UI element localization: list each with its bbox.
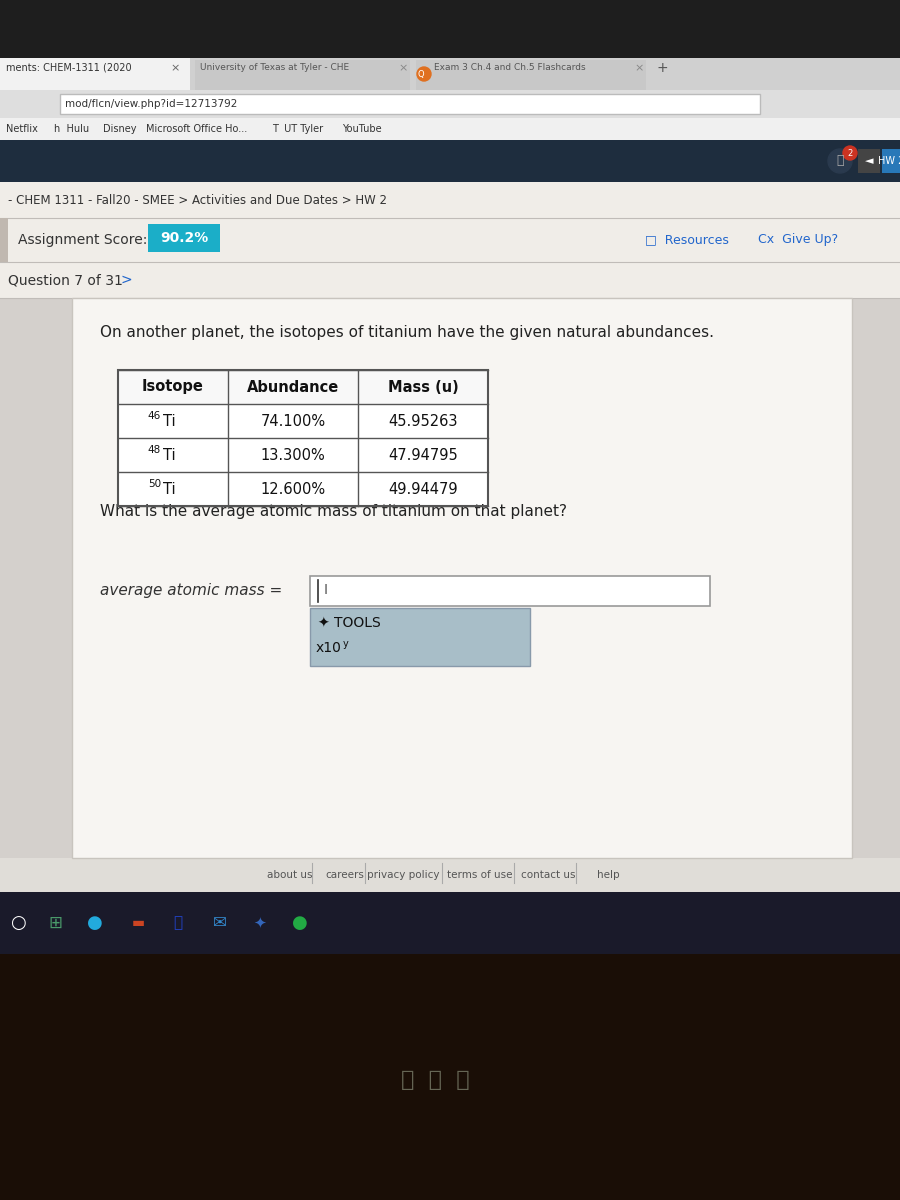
Text: terms of use: terms of use: [447, 870, 513, 880]
Bar: [310, 608, 530, 666]
Text: Assignment Score:: Assignment Score:: [18, 233, 148, 247]
Text: ments: CHEM-1311 (2020: ments: CHEM-1311 (2020: [6, 62, 131, 73]
Text: about us: about us: [267, 870, 313, 880]
Text: average atomic mass =: average atomic mass =: [100, 582, 283, 598]
Text: ▬: ▬: [131, 916, 145, 930]
Text: Netflix: Netflix: [6, 124, 38, 134]
Bar: [0, 90, 900, 118]
Bar: [0, 58, 190, 90]
Text: 🔔: 🔔: [836, 155, 844, 168]
Text: ✦ TOOLS: ✦ TOOLS: [318, 617, 381, 631]
Text: ●: ●: [87, 914, 103, 932]
Bar: [0, 262, 900, 298]
Text: □  Resources: □ Resources: [645, 234, 729, 246]
Text: Disney: Disney: [103, 124, 136, 134]
Bar: [118, 438, 488, 472]
Text: University of Texas at Tyler - CHE: University of Texas at Tyler - CHE: [200, 64, 349, 72]
Circle shape: [417, 67, 431, 80]
Text: 46: 46: [148, 410, 161, 421]
Text: 48: 48: [148, 445, 161, 455]
Text: 13.300%: 13.300%: [261, 448, 326, 462]
Bar: [0, 182, 900, 1082]
Text: ⬛: ⬛: [174, 916, 183, 930]
Text: careers: careers: [326, 870, 365, 880]
Text: 𝄀  𝄁  𝄂: 𝄀 𝄁 𝄂: [400, 1070, 469, 1090]
Bar: [118, 404, 488, 438]
Bar: [882, 149, 900, 173]
Text: ●: ●: [292, 914, 308, 932]
Text: Cx  Give Up?: Cx Give Up?: [758, 234, 838, 246]
Text: T  UT Tyler: T UT Tyler: [273, 124, 323, 134]
Text: I: I: [324, 583, 328, 596]
Text: ×: ×: [634, 62, 643, 73]
Text: mod/flcn/view.php?id=12713792: mod/flcn/view.php?id=12713792: [65, 98, 238, 109]
Text: ⊞: ⊞: [48, 914, 62, 932]
Bar: [0, 218, 900, 262]
Text: Mass (u): Mass (u): [388, 379, 458, 395]
Bar: [0, 954, 900, 1200]
Bar: [72, 298, 852, 858]
Text: h  Hulu: h Hulu: [54, 124, 89, 134]
Text: Abundance: Abundance: [247, 379, 339, 395]
Text: On another planet, the isotopes of titanium have the given natural abundances.: On another planet, the isotopes of titan…: [100, 325, 714, 340]
Text: ○: ○: [10, 914, 26, 932]
Text: ×: ×: [398, 62, 408, 73]
Text: ◄: ◄: [865, 156, 873, 166]
Text: 47.94795: 47.94795: [388, 448, 458, 462]
Text: 90.2%: 90.2%: [160, 230, 208, 245]
Bar: [118, 370, 488, 506]
Text: 50: 50: [148, 479, 161, 490]
Text: What is the average atomic mass of titanium on that planet?: What is the average atomic mass of titan…: [100, 504, 567, 518]
Text: privacy policy: privacy policy: [367, 870, 439, 880]
Text: x10: x10: [316, 641, 342, 655]
Text: Ti: Ti: [163, 481, 176, 497]
Bar: [0, 118, 900, 140]
Text: 12.600%: 12.600%: [260, 481, 326, 497]
Text: Isotope: Isotope: [142, 379, 204, 395]
Bar: [118, 370, 488, 404]
Text: ✉: ✉: [213, 914, 227, 932]
Text: 2: 2: [848, 149, 852, 157]
Text: Ti: Ti: [163, 414, 176, 428]
Bar: [0, 140, 900, 182]
Bar: [416, 60, 646, 90]
Bar: [0, 218, 8, 262]
Text: >: >: [120, 272, 131, 287]
Bar: [858, 149, 880, 173]
Bar: [148, 224, 220, 252]
Bar: [0, 0, 900, 58]
Text: y: y: [343, 638, 349, 649]
Circle shape: [843, 146, 857, 160]
Bar: [72, 298, 852, 858]
Text: ×: ×: [170, 62, 179, 73]
Bar: [0, 182, 900, 218]
Text: +: +: [656, 61, 668, 74]
Bar: [118, 472, 488, 506]
Bar: [0, 858, 900, 892]
Text: Ti: Ti: [163, 448, 176, 462]
Text: ✦: ✦: [254, 916, 266, 930]
Text: Question 7 of 31: Question 7 of 31: [8, 272, 123, 287]
Bar: [195, 60, 410, 90]
Bar: [0, 892, 900, 954]
Text: Exam 3 Ch.4 and Ch.5 Flashcards: Exam 3 Ch.4 and Ch.5 Flashcards: [434, 64, 586, 72]
Text: 74.100%: 74.100%: [260, 414, 326, 428]
Bar: [310, 576, 710, 606]
Circle shape: [828, 149, 852, 173]
Bar: [0, 58, 900, 90]
Text: 45.95263: 45.95263: [388, 414, 458, 428]
Text: Microsoft Office Ho...: Microsoft Office Ho...: [146, 124, 248, 134]
Bar: [60, 94, 760, 114]
Text: contact us: contact us: [521, 870, 575, 880]
Text: Q: Q: [418, 70, 424, 78]
Text: help: help: [597, 870, 619, 880]
Bar: [118, 370, 488, 506]
Text: 49.94479: 49.94479: [388, 481, 458, 497]
Text: YouTube: YouTube: [342, 124, 382, 134]
Text: - CHEM 1311 - Fall20 - SMEE > Activities and Due Dates > HW 2: - CHEM 1311 - Fall20 - SMEE > Activities…: [8, 193, 387, 206]
Text: HW 2: HW 2: [878, 156, 900, 166]
